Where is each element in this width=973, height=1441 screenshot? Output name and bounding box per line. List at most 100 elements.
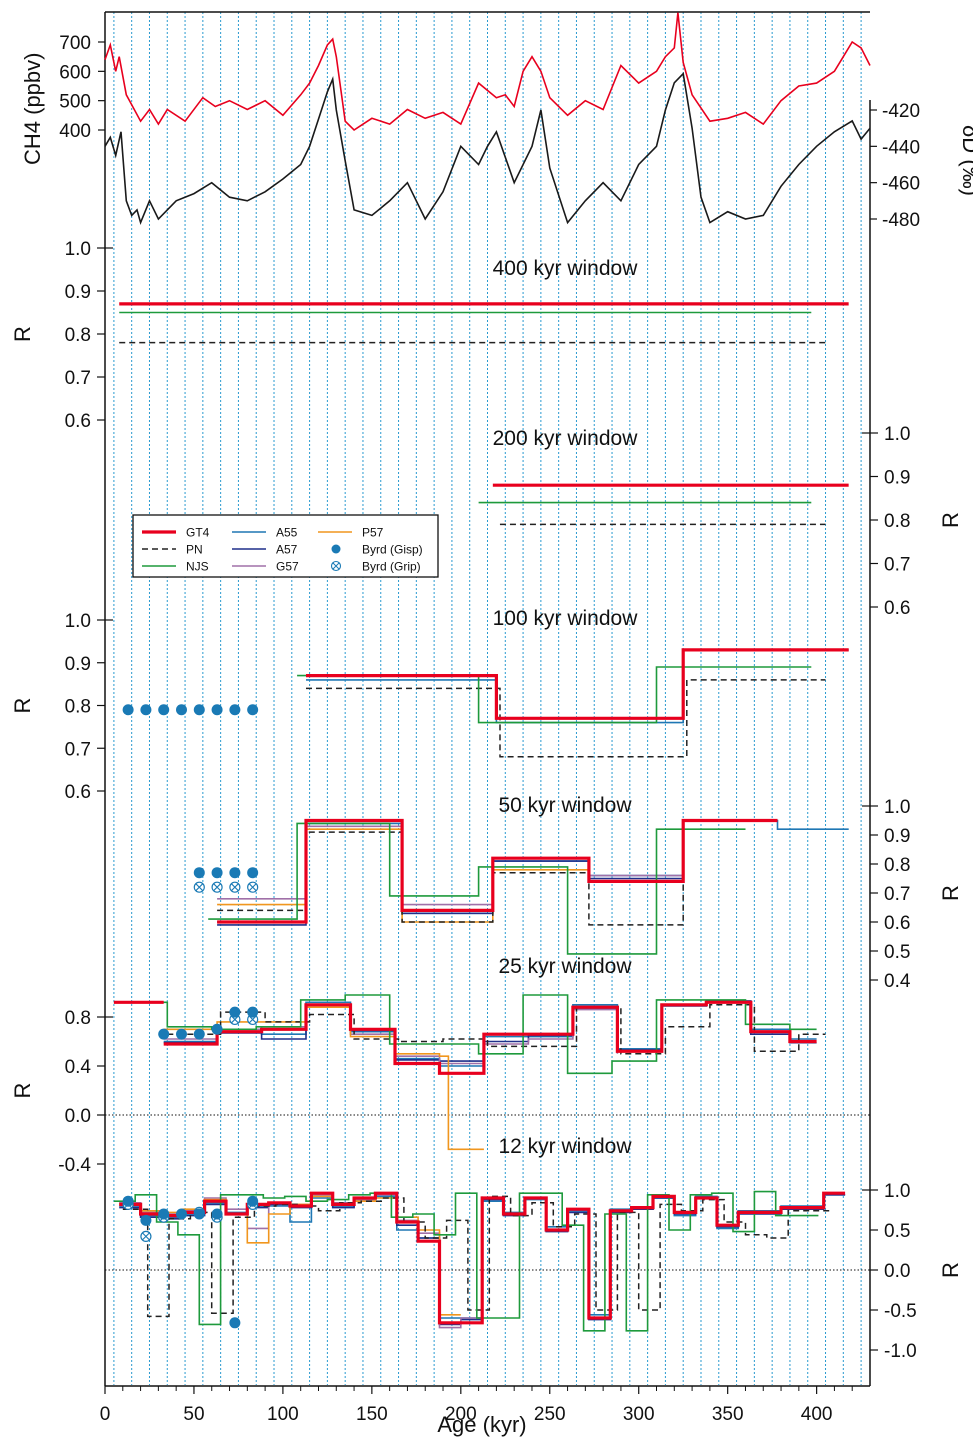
dd-axis-label: δD (‰) [958,125,973,196]
byrd-gisp-point [229,1317,241,1329]
r-tick-label: 0.0 [65,1106,91,1127]
legend: GT4 PN NJS A55 A57 G57 P57 Byrd (Gisp) Byrd (Gri… [132,514,439,578]
series-njs-steps [113,994,817,1075]
r-tick-label: 0.8 [65,1008,91,1029]
r-tick-label: 0.8 [884,855,910,876]
r-tick-label: 0.8 [884,511,910,532]
byrd-grip-cross [195,883,204,892]
r-axis-label: R [938,885,963,901]
byrd-gisp-point [247,1006,259,1018]
vertical-gridlines [113,12,862,1385]
legend-label: NJS [186,560,209,574]
r-tick-label: 0.0 [884,1261,910,1282]
r-tick-label: 0.6 [65,782,91,803]
legend-label: A55 [276,526,298,540]
x-tick-label: 250 [534,1404,566,1425]
series-gt4-steps [217,818,778,924]
x-tick-label: 350 [712,1404,744,1425]
window-title: 100 kyr window [493,607,639,630]
r-axis-label: R [10,326,35,342]
series-njs-steps [113,1190,819,1332]
x-tick-label: 400 [801,1404,833,1425]
r-tick-label: -0.4 [58,1155,91,1176]
r-tick-label: 0.9 [884,826,910,847]
legend-marker-byrd-gisp [331,544,341,554]
r-tick-label: 0.9 [884,468,910,489]
dd-tick-label: -420 [882,101,920,122]
byrd-gisp-point [122,1195,134,1207]
byrd-gisp-point [247,1195,259,1207]
x-tick-label: 150 [356,1404,388,1425]
byrd-gisp-point [211,867,223,879]
dd-tick-label: -460 [882,174,920,195]
legend-box [132,514,439,578]
byrd-gisp-point [140,704,152,716]
series-pn-steps [122,1195,831,1318]
window-title: 12 kyr window [498,1135,632,1158]
byrd-grip-cross [248,883,257,892]
series-a55-steps [217,819,849,923]
series-gt4-steps [163,1000,817,1075]
byrd-gisp-point [193,704,205,716]
r-tick-label: 1.0 [65,239,91,260]
ch4-axis-label: CH4 (ppbv) [20,53,45,165]
r-tick-label: 1.0 [884,424,910,445]
byrd-grip-cross [142,1232,150,1241]
r-tick-label: 0.8 [65,325,91,346]
series-a57-steps [217,819,778,926]
ch4-tick-label: 500 [59,92,91,113]
r-tick-label: 0.7 [65,368,91,389]
ch4-tick-label: 600 [59,62,91,83]
byrd-gisp-point [176,704,187,716]
r-tick-label: 1.0 [65,611,91,632]
byrd-gisp-point [176,1208,187,1220]
byrd-gisp-point [211,1208,223,1220]
legend-label: Byrd (Gisp) [362,543,423,557]
byrd-gisp-point [193,1208,205,1220]
byrd-gisp-point [158,1208,170,1220]
byrd-gisp-point [229,1006,241,1018]
dd-series-line [104,72,871,226]
r-tick-label: 0.5 [884,1221,910,1242]
ch4-tick-label: 400 [59,121,91,142]
byrd-gisp-point [211,1023,223,1035]
r-tick-label: 1.0 [884,1181,910,1202]
series-a55-steps [306,649,849,724]
x-tick-label: 50 [183,1404,204,1425]
legend-label: G57 [276,560,299,574]
byrd-gisp-point [193,867,205,879]
r-tick-label: 1.0 [884,797,910,818]
legend-label: Byrd (Grip) [362,560,421,574]
x-tick-label: 100 [267,1404,299,1425]
r-tick-label: 0.7 [884,555,910,576]
x-tick-label: 0 [100,1404,111,1425]
r-tick-label: 0.6 [884,598,910,619]
r-tick-label: -1.0 [884,1341,917,1362]
r-tick-label: 0.7 [65,739,91,760]
byrd-gisp-point [140,1214,152,1226]
series-pn-steps [217,819,778,926]
x-tick-label: 300 [623,1404,655,1425]
x-axis-label: Age (kyr) [437,1412,526,1437]
legend-marker-byrd-grip-cross [332,562,340,570]
legend-label: PN [186,543,203,557]
byrd-gisp-point [247,704,259,716]
byrd-gisp-point [158,1028,170,1040]
r-tick-label: 0.8 [65,697,91,718]
window-title: 50 kyr window [498,794,632,817]
byrd-grip-cross [213,883,221,892]
window-title: 400 kyr window [493,257,639,280]
dd-tick-label: -480 [882,210,920,231]
legend-label: A57 [276,543,298,557]
r-tick-label: 0.4 [65,1057,92,1078]
ch4-series-line [104,12,871,132]
series-p57-steps [217,823,684,923]
legend-label: P57 [362,526,384,540]
byrd-gisp-point [247,867,259,879]
tick-layer: 0 50 100 150 200 250 300 350 400 400 500 600 700 -420… [10,33,963,1425]
x-tick-label: 200 [445,1404,477,1425]
plot-layer: 400 kyr window 200 kyr window 100 kyr wind… [104,12,871,1332]
byrd-grip-cross [248,1015,257,1024]
byrd-gisp-point [176,1028,187,1040]
byrd-gisp-point [158,704,170,716]
